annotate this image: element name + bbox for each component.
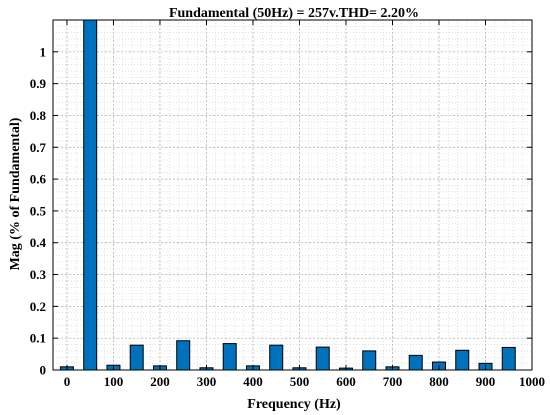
x-tick-label: 700 (383, 374, 403, 389)
y-tick-label: 0 (40, 363, 47, 378)
y-axis-label: Mag (% of Fundamental) (8, 117, 23, 270)
x-tick-label: 0 (64, 374, 71, 389)
y-tick-label: 0.4 (30, 235, 47, 250)
x-tick-label: 500 (290, 374, 310, 389)
x-axis-label: Frequency (Hz) (247, 397, 341, 412)
chart-title: Fundamental (50Hz) = 257v.THD= 2.20% (169, 6, 419, 21)
y-tick-label: 1 (40, 44, 47, 59)
y-tick-label: 0.6 (30, 172, 47, 187)
harmonic-bar (455, 349, 470, 371)
x-tick-label: 200 (150, 374, 170, 389)
y-tick-label: 0.1 (30, 331, 46, 346)
x-axis-ticks: 0 100 200 300 400 500 600 700 800 900 1000 (64, 20, 545, 389)
y-tick-label: 0.3 (30, 267, 47, 282)
y-axis-ticks: 0 0.1 0.2 0.3 0.4 0.5 0.6 0.7 0.8 0.9 1 (30, 44, 532, 378)
plot-area-frame (52, 19, 533, 371)
x-tick-label: 800 (429, 374, 449, 389)
x-tick-label: 300 (197, 374, 217, 389)
y-tick-label: 0.9 (30, 76, 47, 91)
bars (59, 19, 516, 371)
x-tick-label: 1000 (519, 374, 545, 389)
y-tick-label: 0.2 (30, 299, 46, 314)
harmonic-bar (315, 346, 330, 371)
y-tick-label: 0.7 (30, 140, 47, 155)
harmonic-bar (222, 343, 237, 371)
harmonic-bar (269, 344, 284, 371)
harmonic-bar (176, 340, 191, 371)
grid (53, 19, 533, 371)
x-tick-label: 600 (336, 374, 356, 389)
x-tick-label: 900 (476, 374, 496, 389)
y-tick-label: 0.8 (30, 108, 47, 123)
y-tick-label: 0.5 (30, 203, 47, 218)
harmonic-bar (501, 346, 516, 371)
harmonic-bar (408, 354, 423, 371)
x-tick-label: 400 (243, 374, 263, 389)
harmonic-bar (83, 19, 98, 371)
harmonic-bar (129, 344, 144, 371)
harmonic-bar (362, 350, 377, 371)
x-tick-label: 100 (104, 374, 124, 389)
